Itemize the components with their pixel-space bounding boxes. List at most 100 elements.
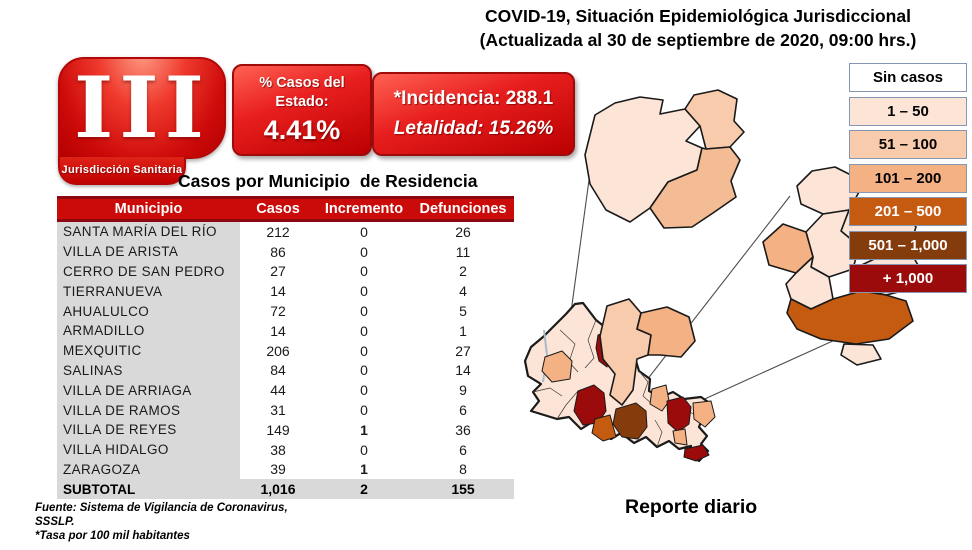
- table-cell: 0: [360, 322, 368, 339]
- legend-item: 501 – 1,000: [849, 230, 967, 260]
- table-cell: VILLA DE ARISTA: [57, 241, 240, 262]
- table-cell: 0: [360, 283, 368, 300]
- table-row: SALINAS 84 0 14: [57, 360, 514, 381]
- table-cell: 6: [459, 402, 467, 419]
- lethality-value: Letalidad: 15.26%: [393, 118, 554, 139]
- table-cell: 86: [270, 243, 286, 260]
- table-body: SANTA MARÍA DEL RÍO 212 0 26 VILLA DE ARISTA…: [57, 222, 514, 480]
- table-cell: 11: [455, 243, 471, 260]
- table-cell: 39: [270, 461, 286, 478]
- table-cell: 14: [270, 283, 286, 300]
- col-header-casos: Casos: [256, 201, 300, 217]
- table-row: MEXQUITIC 206 0 27: [57, 340, 514, 361]
- table-cell: 212: [266, 223, 290, 240]
- table-row: VILLA DE ARISTA 86 0 11: [57, 241, 514, 262]
- page-title: COVID-19, Situación Epidemiológica Juris…: [428, 5, 968, 52]
- table-cell: 36: [455, 421, 471, 438]
- incidence-lethality-box: *Incidencia: 288.1 Letalidad: 15.26%: [372, 72, 575, 156]
- table-cell: VILLA DE ARRIAGA: [57, 380, 240, 401]
- table-cell: 0: [360, 303, 368, 320]
- table-row: ARMADILLO 14 0 1: [57, 320, 514, 341]
- table-cell: 206: [266, 342, 290, 359]
- table-row: VILLA DE REYES 149 1 36: [57, 419, 514, 440]
- incidence-value: *Incidencia: 288.1: [393, 88, 554, 109]
- legend-item: 51 – 100: [849, 130, 967, 159]
- table-cell: AHUALULCO: [57, 301, 240, 321]
- table-cell: 31: [270, 402, 286, 419]
- table-row: VILLA HIDALGO 38 0 6: [57, 439, 514, 460]
- legend-item: Sin casos: [849, 63, 967, 92]
- state-cases-percent-label: % Casos del Estado:: [259, 75, 345, 110]
- col-header-municipio: Municipio: [114, 201, 183, 217]
- jurisdiction-badge-tab: Jurisdicción Sanitaria: [58, 157, 186, 185]
- table-cell: 0: [360, 223, 368, 240]
- jurisdiction-badge: III: [58, 57, 226, 159]
- subtotal-label: SUBTOTAL: [63, 481, 136, 497]
- table-cell: MEXQUITIC: [57, 340, 240, 361]
- table-cell: TIERRANUEVA: [57, 281, 240, 302]
- table-cell: VILLA HIDALGO: [57, 439, 240, 460]
- map-caption: Reporte diario: [625, 496, 758, 518]
- table-cell: 0: [360, 243, 368, 260]
- table-cell: 27: [270, 263, 286, 280]
- table-subtotal-row: SUBTOTAL 1,016 2 155: [57, 479, 514, 500]
- table-row: CERRO DE SAN PEDRO 27 0 2: [57, 261, 514, 282]
- table-cell: 72: [270, 303, 286, 320]
- table-cell: SANTA MARÍA DEL RÍO: [57, 222, 240, 242]
- table-cell: 27: [455, 342, 471, 359]
- table-cell: CERRO DE SAN PEDRO: [57, 261, 240, 282]
- table-cell: 0: [360, 362, 368, 379]
- table-title: Casos por Municipio de Residencia: [178, 171, 478, 191]
- table-cell: 1: [360, 421, 368, 438]
- cluster-northwest: [584, 89, 745, 229]
- table-cell: VILLA DE RAMOS: [57, 400, 240, 420]
- state-cases-percent-value: 4.41%: [263, 114, 341, 145]
- table-cell: 2: [459, 263, 467, 280]
- table-header-row: Municipio Casos Incremento Defunciones: [57, 196, 514, 222]
- table-cell: 1: [459, 322, 467, 339]
- col-header-incremento: Incremento: [324, 201, 404, 217]
- table-cell: VILLA DE REYES: [57, 419, 240, 440]
- choropleth-map: [500, 80, 972, 520]
- table-cell: 8: [459, 461, 467, 478]
- cluster-center: [599, 298, 696, 406]
- table-cell: 1: [360, 461, 368, 478]
- table-cell: 4: [459, 283, 467, 300]
- table-cell: 0: [360, 342, 368, 359]
- table-row: VILLA DE ARRIAGA 44 0 9: [57, 380, 514, 401]
- map-legend: Sin casos 1 – 50 51 – 100 101 – 200 201 – 50…: [849, 63, 967, 298]
- legend-item: + 1,000: [849, 264, 967, 293]
- table-cell: 0: [360, 263, 368, 280]
- page-title-line1: COVID-19, Situación Epidemiológica Juris…: [485, 6, 911, 26]
- jurisdiction-number: III: [74, 58, 210, 157]
- subtotal-defunciones: 155: [451, 481, 475, 498]
- table-row: SANTA MARÍA DEL RÍO 212 0 26: [57, 222, 514, 242]
- table-cell: 26: [455, 223, 471, 240]
- legend-item: 201 – 500: [849, 197, 967, 226]
- table-row: TIERRANUEVA 14 0 4: [57, 281, 514, 302]
- source-footnotes: Fuente: Sistema de Vigilancia de Coronav…: [35, 502, 288, 543]
- table-cell: ARMADILLO: [57, 320, 240, 341]
- table-row: VILLA DE RAMOS 31 0 6: [57, 400, 514, 420]
- jurisdiction-label: Jurisdicción Sanitaria: [61, 164, 183, 176]
- table-cell: 0: [360, 382, 368, 399]
- cases-table: Municipio Casos Incremento Defunciones S…: [57, 196, 514, 500]
- table-cell: 149: [266, 421, 290, 438]
- subtotal-casos: 1,016: [260, 481, 296, 498]
- table-cell: SALINAS: [57, 360, 240, 381]
- table-cell: 0: [360, 441, 368, 458]
- table-cell: 5: [459, 303, 467, 320]
- table-cell: 0: [360, 402, 368, 419]
- table-cell: 14: [455, 362, 471, 379]
- map-svg: [523, 89, 920, 463]
- col-header-defunciones: Defunciones: [419, 201, 507, 217]
- table-cell: 6: [459, 441, 467, 458]
- table-cell: 84: [270, 362, 286, 379]
- rate-footnote: *Tasa por 100 mil habitantes: [35, 529, 190, 542]
- legend-item: 1 – 50: [849, 96, 967, 126]
- source-line1: Fuente: Sistema de Vigilancia de Coronav…: [35, 502, 288, 514]
- table-cell: 44: [270, 382, 286, 399]
- state-cases-percent-box: % Casos del Estado: 4.41%: [232, 64, 372, 156]
- page-title-line2: (Actualizada al 30 de septiembre de 2020…: [479, 29, 917, 50]
